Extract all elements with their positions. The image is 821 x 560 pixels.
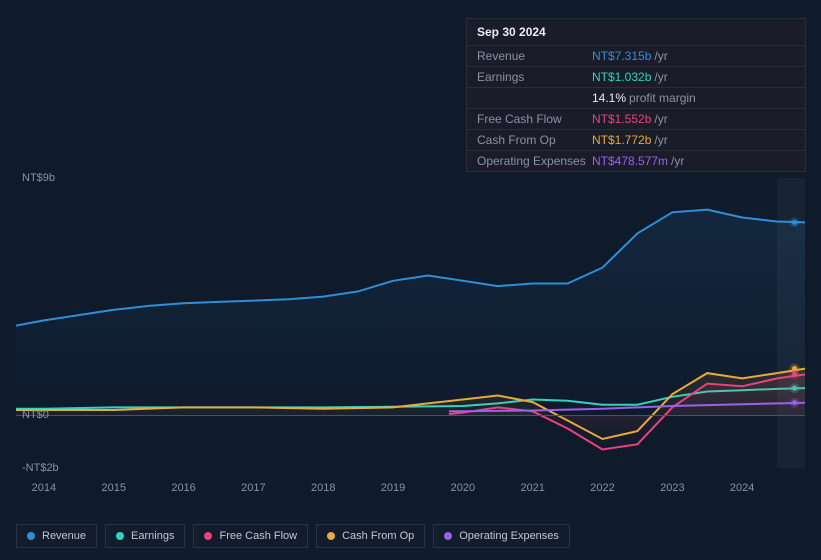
legend-item-label: Revenue xyxy=(42,530,86,542)
legend-dot-icon xyxy=(327,532,335,540)
summary-row-label: Earnings xyxy=(477,70,592,84)
summary-row-suffix: /yr xyxy=(654,49,667,63)
x-tick-label: 2019 xyxy=(381,482,405,494)
legend-dot-icon xyxy=(444,532,452,540)
summary-row: EarningsNT$1.032b/yr xyxy=(467,67,805,88)
x-tick-label: 2022 xyxy=(590,482,614,494)
x-tick-label: 2023 xyxy=(660,482,684,494)
x-tick-label: 2020 xyxy=(451,482,475,494)
legend-item-label: Earnings xyxy=(131,530,174,542)
summary-row: Cash From OpNT$1.772b/yr xyxy=(467,130,805,151)
legend-item-earnings[interactable]: Earnings xyxy=(105,524,185,548)
legend-item-cash_from_op[interactable]: Cash From Op xyxy=(316,524,425,548)
legend-item-free_cash_flow[interactable]: Free Cash Flow xyxy=(193,524,308,548)
summary-row: Free Cash FlowNT$1.552b/yr xyxy=(467,109,805,130)
chart-plot[interactable] xyxy=(16,178,805,468)
x-tick-label: 2014 xyxy=(32,482,56,494)
legend-item-label: Cash From Op xyxy=(342,530,414,542)
x-tick-label: 2015 xyxy=(102,482,126,494)
summary-row-label: Revenue xyxy=(477,49,592,63)
x-tick-label: 2021 xyxy=(520,482,544,494)
summary-panel-title: Sep 30 2024 xyxy=(467,19,805,46)
x-tick-label: 2017 xyxy=(241,482,265,494)
x-tick-label: 2024 xyxy=(730,482,754,494)
chart-area[interactable]: NT$9b NT$0 -NT$2b 2014 2015 2016 2017 2018 2019… xyxy=(16,160,805,500)
summary-row-value: NT$7.315b xyxy=(592,49,651,63)
zero-line xyxy=(16,415,805,416)
summary-row-value: NT$1.552b xyxy=(592,112,651,126)
summary-row-value: NT$1.032b xyxy=(592,70,651,84)
x-tick-label: 2018 xyxy=(311,482,335,494)
summary-row-value: NT$1.772b xyxy=(592,133,651,147)
summary-row-suffix: /yr xyxy=(654,70,667,84)
series-marker-dot-opex xyxy=(792,400,797,405)
chart-svg xyxy=(16,178,805,468)
legend-dot-icon xyxy=(116,532,124,540)
legend-item-revenue[interactable]: Revenue xyxy=(16,524,97,548)
y-tick-label: NT$9b xyxy=(22,172,55,184)
legend-dot-icon xyxy=(27,532,35,540)
summary-row-value: 14.1% xyxy=(592,91,626,105)
summary-row-label: Free Cash Flow xyxy=(477,112,592,126)
series-marker-dot-free_cash_flow xyxy=(792,372,797,377)
legend: Revenue Earnings Free Cash Flow Cash From O… xyxy=(16,524,570,548)
summary-panel: Sep 30 2024 RevenueNT$7.315b/yrEarningsN… xyxy=(466,18,806,172)
y-tick-label: -NT$2b xyxy=(22,462,59,474)
legend-item-label: Operating Expenses xyxy=(459,530,559,542)
summary-row: RevenueNT$7.315b/yr xyxy=(467,46,805,67)
summary-row-suffix: /yr xyxy=(654,133,667,147)
y-tick-label: NT$0 xyxy=(22,409,49,421)
summary-row: 14.1%profit margin xyxy=(467,88,805,109)
summary-row-suffix: /yr xyxy=(654,112,667,126)
legend-dot-icon xyxy=(204,532,212,540)
x-tick-label: 2016 xyxy=(171,482,195,494)
legend-item-opex[interactable]: Operating Expenses xyxy=(433,524,570,548)
x-axis: 2014 2015 2016 2017 2018 2019 2020 2021 2022 2023… xyxy=(16,482,805,500)
series-marker-dot-revenue xyxy=(792,220,797,225)
legend-item-label: Free Cash Flow xyxy=(219,530,297,542)
summary-row-suffix: profit margin xyxy=(629,91,696,105)
summary-row-label: Cash From Op xyxy=(477,133,592,147)
summary-row-label xyxy=(477,91,592,105)
